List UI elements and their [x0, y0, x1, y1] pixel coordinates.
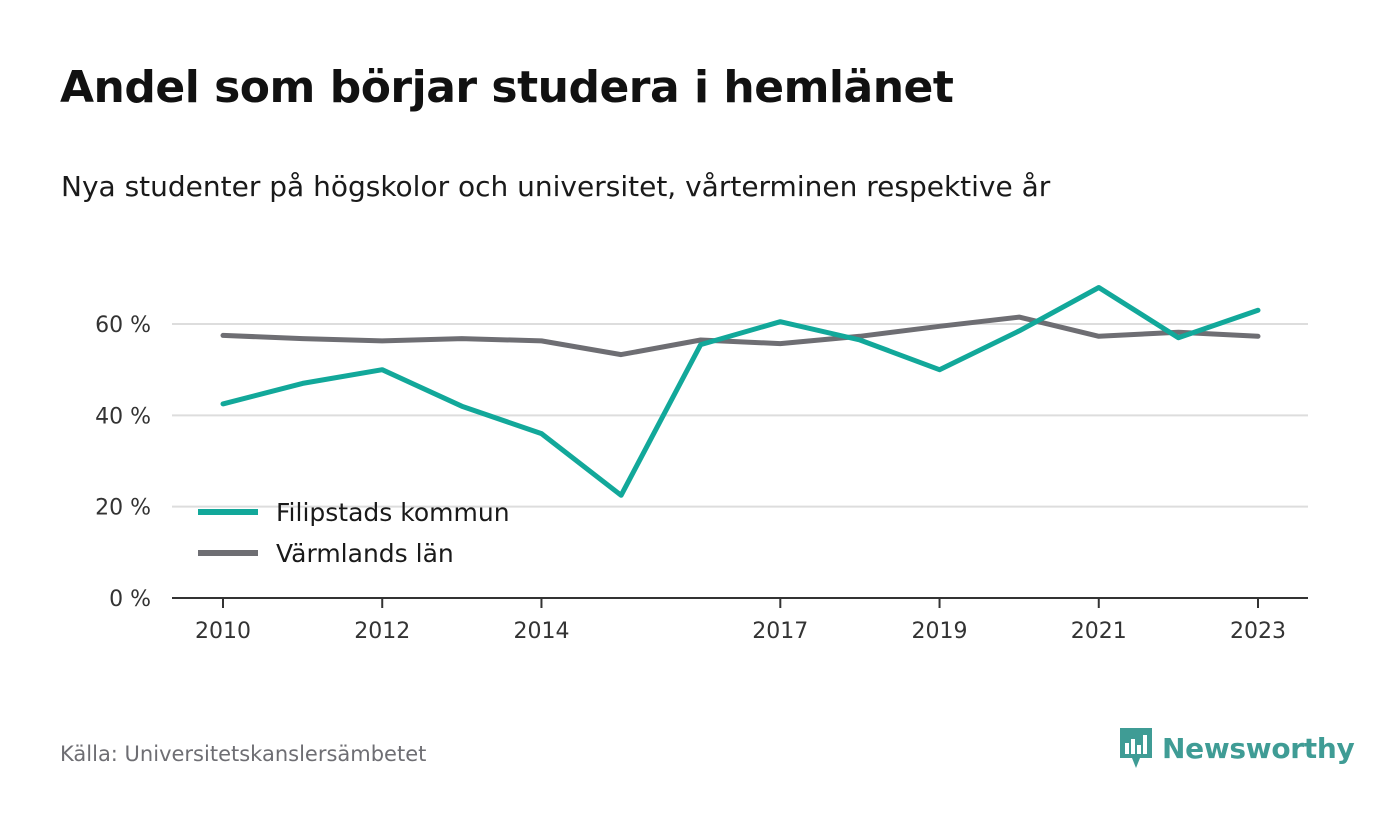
- chart-subtitle: Nya studenter på högskolor och universit…: [61, 170, 1051, 203]
- x-tick-label: 2010: [195, 619, 251, 644]
- y-axis-ticks: 0 % 20 % 40 % 60 %: [95, 313, 151, 612]
- x-tick-label: 2014: [513, 619, 569, 644]
- y-tick-label: 60 %: [95, 313, 151, 338]
- legend-label-filipstad: Filipstads kommun: [276, 498, 510, 527]
- x-tick-label: 2012: [354, 619, 410, 644]
- legend: Filipstads kommun Värmlands län: [198, 498, 510, 568]
- x-tick-label: 2023: [1230, 619, 1286, 644]
- x-tick-label: 2019: [912, 619, 968, 644]
- x-axis: 2010 2012 2014 2017 2019 2021 2023: [172, 597, 1308, 644]
- x-tick-label: 2017: [752, 619, 808, 644]
- series-line-filipstad: [220, 285, 1261, 498]
- brand-name: Newsworthy: [1162, 731, 1355, 765]
- grid-lines: [172, 323, 1308, 508]
- x-tick-label: 2021: [1071, 619, 1127, 644]
- chart-title: Andel som börjar studera i hemlänet: [60, 62, 954, 113]
- series-line-varmland: [220, 314, 1261, 358]
- y-tick-label: 40 %: [95, 404, 151, 429]
- newsworthy-logo: Newsworthy: [1118, 726, 1355, 770]
- legend-label-varmland: Värmlands län: [276, 539, 454, 568]
- y-tick-label: 20 %: [95, 496, 151, 521]
- series-lines: [220, 285, 1261, 498]
- newsworthy-chart-icon: [1120, 728, 1152, 768]
- source-note: Källa: Universitetskanslersämbetet: [60, 742, 427, 766]
- y-tick-label: 0 %: [109, 587, 151, 612]
